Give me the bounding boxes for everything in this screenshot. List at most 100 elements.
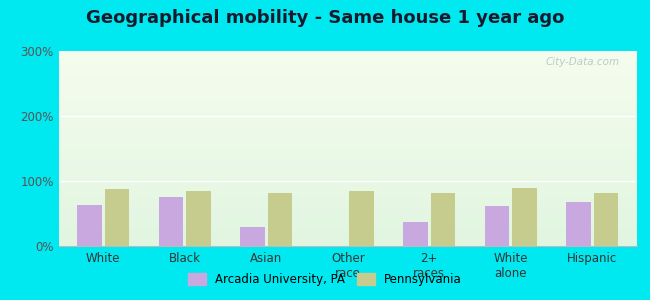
Bar [55, 55, 650, 56]
Bar [55, 74, 650, 75]
Bar [55, 174, 650, 175]
Bar [55, 80, 650, 81]
Bar [55, 52, 650, 53]
Bar [55, 72, 650, 74]
Bar [55, 135, 650, 136]
Bar [55, 172, 650, 173]
Bar [55, 145, 650, 146]
Bar [55, 236, 650, 237]
Bar [55, 165, 650, 166]
Bar [55, 202, 650, 203]
Bar [55, 227, 650, 229]
Bar [55, 68, 650, 70]
Bar [55, 163, 650, 164]
Bar [55, 96, 650, 97]
Bar [55, 81, 650, 82]
Bar [55, 187, 650, 188]
Bar [55, 243, 650, 244]
Bar [55, 110, 650, 111]
Bar [55, 117, 650, 118]
Bar [55, 213, 650, 214]
Bar [55, 57, 650, 58]
Bar [55, 181, 650, 182]
Bar [55, 178, 650, 179]
Bar [55, 61, 650, 62]
Bar [55, 219, 650, 220]
Bar [159, 197, 183, 246]
Bar [55, 114, 650, 115]
Bar [55, 235, 650, 236]
Bar [55, 180, 650, 181]
Bar [55, 93, 650, 94]
Bar [187, 191, 211, 246]
Bar [55, 150, 650, 152]
Bar [55, 118, 650, 119]
Bar [55, 63, 650, 64]
Bar [55, 157, 650, 158]
Bar [55, 70, 650, 71]
Bar [55, 83, 650, 84]
Bar [55, 71, 650, 72]
Bar [55, 120, 650, 121]
Bar [55, 140, 650, 141]
Bar [55, 106, 650, 107]
Bar [55, 214, 650, 215]
Bar [55, 211, 650, 212]
Bar [55, 121, 650, 122]
Bar [55, 184, 650, 185]
Bar [55, 223, 650, 224]
Bar [55, 238, 650, 239]
Bar [55, 94, 650, 95]
Bar [55, 76, 650, 77]
Bar [55, 217, 650, 218]
Bar [55, 109, 650, 110]
Bar [55, 222, 650, 223]
Bar [55, 203, 650, 204]
Bar [55, 132, 650, 133]
Bar [268, 193, 293, 246]
Bar [55, 169, 650, 170]
Bar [55, 139, 650, 140]
Bar [55, 224, 650, 226]
Bar [55, 66, 650, 67]
Bar [55, 107, 650, 109]
Bar [55, 143, 650, 144]
Bar [55, 85, 650, 86]
Bar [55, 64, 650, 66]
Bar [55, 154, 650, 155]
Bar [55, 101, 650, 102]
Bar [55, 215, 650, 216]
Bar [485, 206, 509, 246]
Bar [55, 159, 650, 160]
Bar [55, 95, 650, 96]
Bar [55, 137, 650, 138]
Bar [431, 193, 455, 246]
Bar [55, 230, 650, 231]
Bar [55, 77, 650, 78]
Bar [55, 58, 650, 59]
Bar [55, 51, 650, 52]
Bar [55, 167, 650, 168]
Bar [55, 130, 650, 131]
Bar [55, 193, 650, 194]
Bar [55, 212, 650, 213]
Bar [55, 176, 650, 177]
Bar [55, 133, 650, 134]
Bar [55, 53, 650, 54]
Bar [55, 198, 650, 199]
Bar [55, 127, 650, 128]
Bar [55, 210, 650, 211]
Bar [55, 146, 650, 148]
Bar [55, 188, 650, 190]
Bar [55, 171, 650, 172]
Bar [55, 67, 650, 68]
Bar [55, 242, 650, 243]
Bar [55, 173, 650, 174]
Bar [55, 170, 650, 171]
Bar [55, 237, 650, 238]
Bar [55, 126, 650, 127]
Bar [55, 233, 650, 234]
Bar [55, 111, 650, 112]
Bar [55, 231, 650, 232]
Bar [55, 239, 650, 240]
